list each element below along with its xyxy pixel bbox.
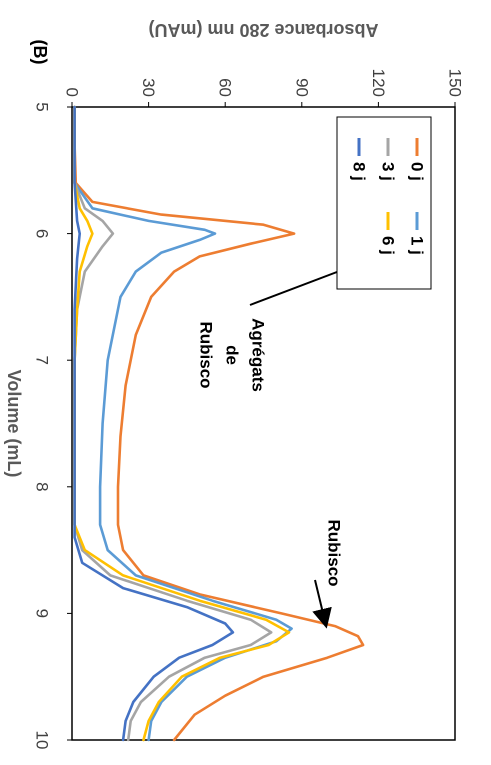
legend-label: 6 j — [379, 236, 398, 255]
x-tick-label: 7 — [33, 355, 52, 364]
legend-label: 0 j — [408, 162, 427, 181]
annotation-label: Agrégats — [249, 318, 268, 392]
y-tick-label: 150 — [446, 69, 465, 97]
annotation-arrow — [312, 579, 332, 629]
x-axis-title: Volume (mL) — [4, 370, 24, 478]
x-tick-label: 6 — [33, 229, 52, 238]
annotation-label: de — [223, 345, 242, 365]
y-tick-label: 0 — [63, 88, 82, 97]
legend-box — [336, 116, 432, 290]
tick-layer: 0 30 60 90 120 150 5 6 7 8 9 10 — [33, 69, 465, 750]
x-tick-label: 8 — [33, 482, 52, 491]
x-tick-label: 10 — [33, 731, 52, 750]
series-line-4 — [73, 105, 235, 742]
legend: 0 j 1 j 3 j 6 j 8 j — [336, 116, 432, 290]
series-line-3 — [73, 105, 291, 742]
x-tick-label: 9 — [33, 609, 52, 618]
y-tick-label: 60 — [216, 78, 235, 97]
annotation-layer: Agrégats de Rubisco Rubisco — [197, 254, 377, 629]
panel-label: (B) — [30, 40, 50, 65]
y-axis-title: Absorbance 280 nm (mAU) — [148, 20, 378, 40]
x-tick-label: 5 — [33, 102, 52, 111]
legend-label: 3 j — [379, 162, 398, 181]
y-tick-label: 120 — [369, 69, 388, 97]
legend-label: 8 j — [350, 162, 369, 181]
plot-border — [71, 106, 456, 741]
series-line-0 — [73, 105, 365, 742]
annotation-label: Rubisco — [325, 519, 344, 586]
series-layer — [73, 105, 365, 742]
annotation-label: Rubisco — [197, 321, 216, 388]
title-layer: Absorbance 280 nm (mAU) Volume (mL) (B) — [4, 20, 379, 477]
y-tick-label: 30 — [139, 78, 158, 97]
y-tick-label: 90 — [292, 78, 311, 97]
legend-label: 1 j — [408, 236, 427, 255]
plot-area — [71, 106, 456, 741]
